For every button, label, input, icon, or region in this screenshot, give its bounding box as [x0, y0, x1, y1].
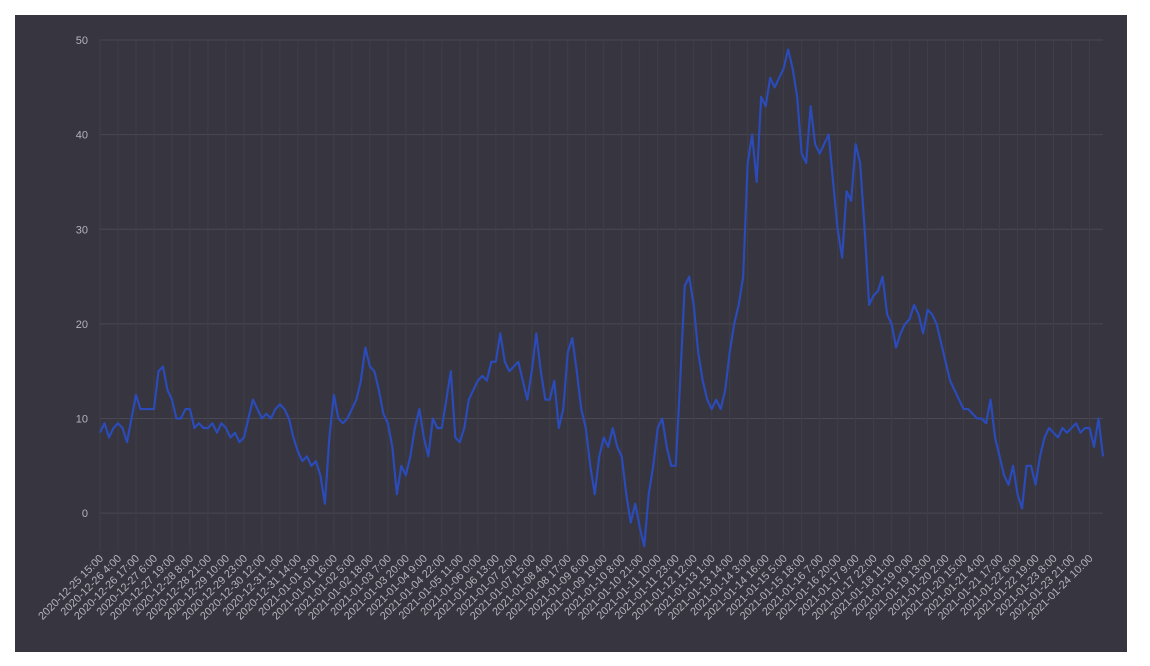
- y-tick-label: 0: [82, 508, 88, 520]
- y-tick-label: 50: [76, 35, 88, 47]
- y-tick-label: 40: [76, 130, 88, 142]
- chart-background: [15, 15, 1127, 652]
- y-tick-label: 30: [76, 224, 88, 236]
- data-line: [99, 48, 1105, 548]
- y-tick-label: 20: [76, 319, 88, 331]
- y-tick-label: 10: [76, 414, 88, 426]
